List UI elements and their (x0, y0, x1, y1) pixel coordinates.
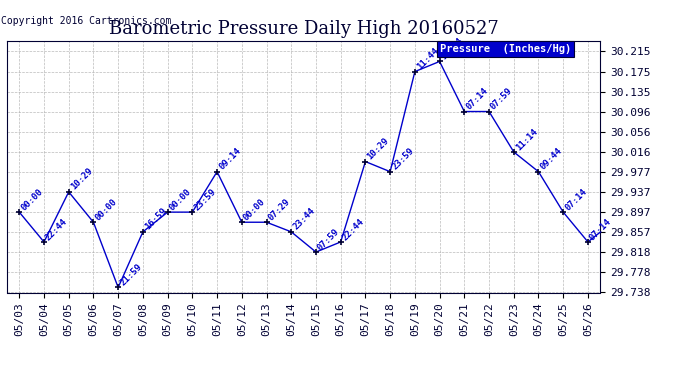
Text: 22:44: 22:44 (44, 217, 70, 242)
Text: 10:29: 10:29 (366, 136, 391, 162)
Text: 07:29: 07:29 (266, 197, 292, 222)
Title: Barometric Pressure Daily High 20160527: Barometric Pressure Daily High 20160527 (109, 20, 498, 38)
Text: 10:29: 10:29 (69, 166, 94, 192)
Text: 23:59: 23:59 (193, 187, 218, 212)
Text: Copyright 2016 Cartronics.com: Copyright 2016 Cartronics.com (1, 16, 171, 26)
Text: 21:59: 21:59 (118, 262, 144, 288)
Text: 07:59: 07:59 (489, 86, 515, 111)
Text: 00:00: 00:00 (168, 187, 193, 212)
Text: 11:14: 11:14 (440, 36, 465, 62)
Text: Pressure  (Inches/Hg): Pressure (Inches/Hg) (440, 44, 571, 54)
Text: 07:14: 07:14 (464, 86, 490, 111)
Text: 07:44: 07:44 (0, 374, 1, 375)
Text: 09:44: 09:44 (538, 146, 564, 172)
Text: 11:14: 11:14 (514, 127, 539, 152)
Text: 09:14: 09:14 (217, 146, 242, 172)
Text: 07:14: 07:14 (563, 187, 589, 212)
Text: 23:44: 23:44 (291, 207, 317, 232)
Text: 07:59: 07:59 (316, 227, 342, 252)
Text: 09:59: 09:59 (0, 374, 1, 375)
Text: 22:44: 22:44 (341, 217, 366, 242)
Text: 11:44: 11:44 (415, 46, 440, 72)
Text: 00:00: 00:00 (241, 197, 267, 222)
Text: 16:59: 16:59 (143, 207, 168, 232)
Text: 23:59: 23:59 (390, 146, 415, 172)
Text: 00:00: 00:00 (19, 187, 45, 212)
Text: 00:00: 00:00 (93, 197, 119, 222)
Text: 07:14: 07:14 (588, 217, 613, 242)
Text: 08:59: 08:59 (0, 374, 1, 375)
